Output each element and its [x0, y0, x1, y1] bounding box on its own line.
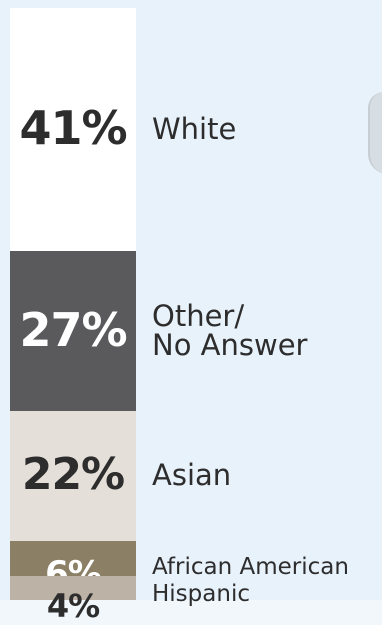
category-label-3: African American — [152, 554, 349, 580]
background-photo-edge — [368, 92, 382, 174]
bottom-band — [0, 600, 382, 625]
category-label-4: Hispanic — [152, 581, 250, 607]
bar-segment-1 — [10, 250, 136, 411]
value-label-2: 22% — [21, 448, 125, 500]
bar-segment-0 — [10, 8, 136, 251]
value-label-0: 41% — [19, 101, 127, 156]
category-label-2: Asian — [152, 458, 232, 493]
bar-segment-4 — [10, 576, 136, 600]
value-label-1: 27% — [19, 302, 127, 357]
category-label-0: White — [152, 111, 237, 146]
category-label-1: Other/ No Answer — [152, 298, 308, 362]
bar-segment-2 — [10, 410, 136, 541]
value-label-4: 4% — [46, 587, 100, 625]
bar-segment-3 — [10, 540, 136, 577]
